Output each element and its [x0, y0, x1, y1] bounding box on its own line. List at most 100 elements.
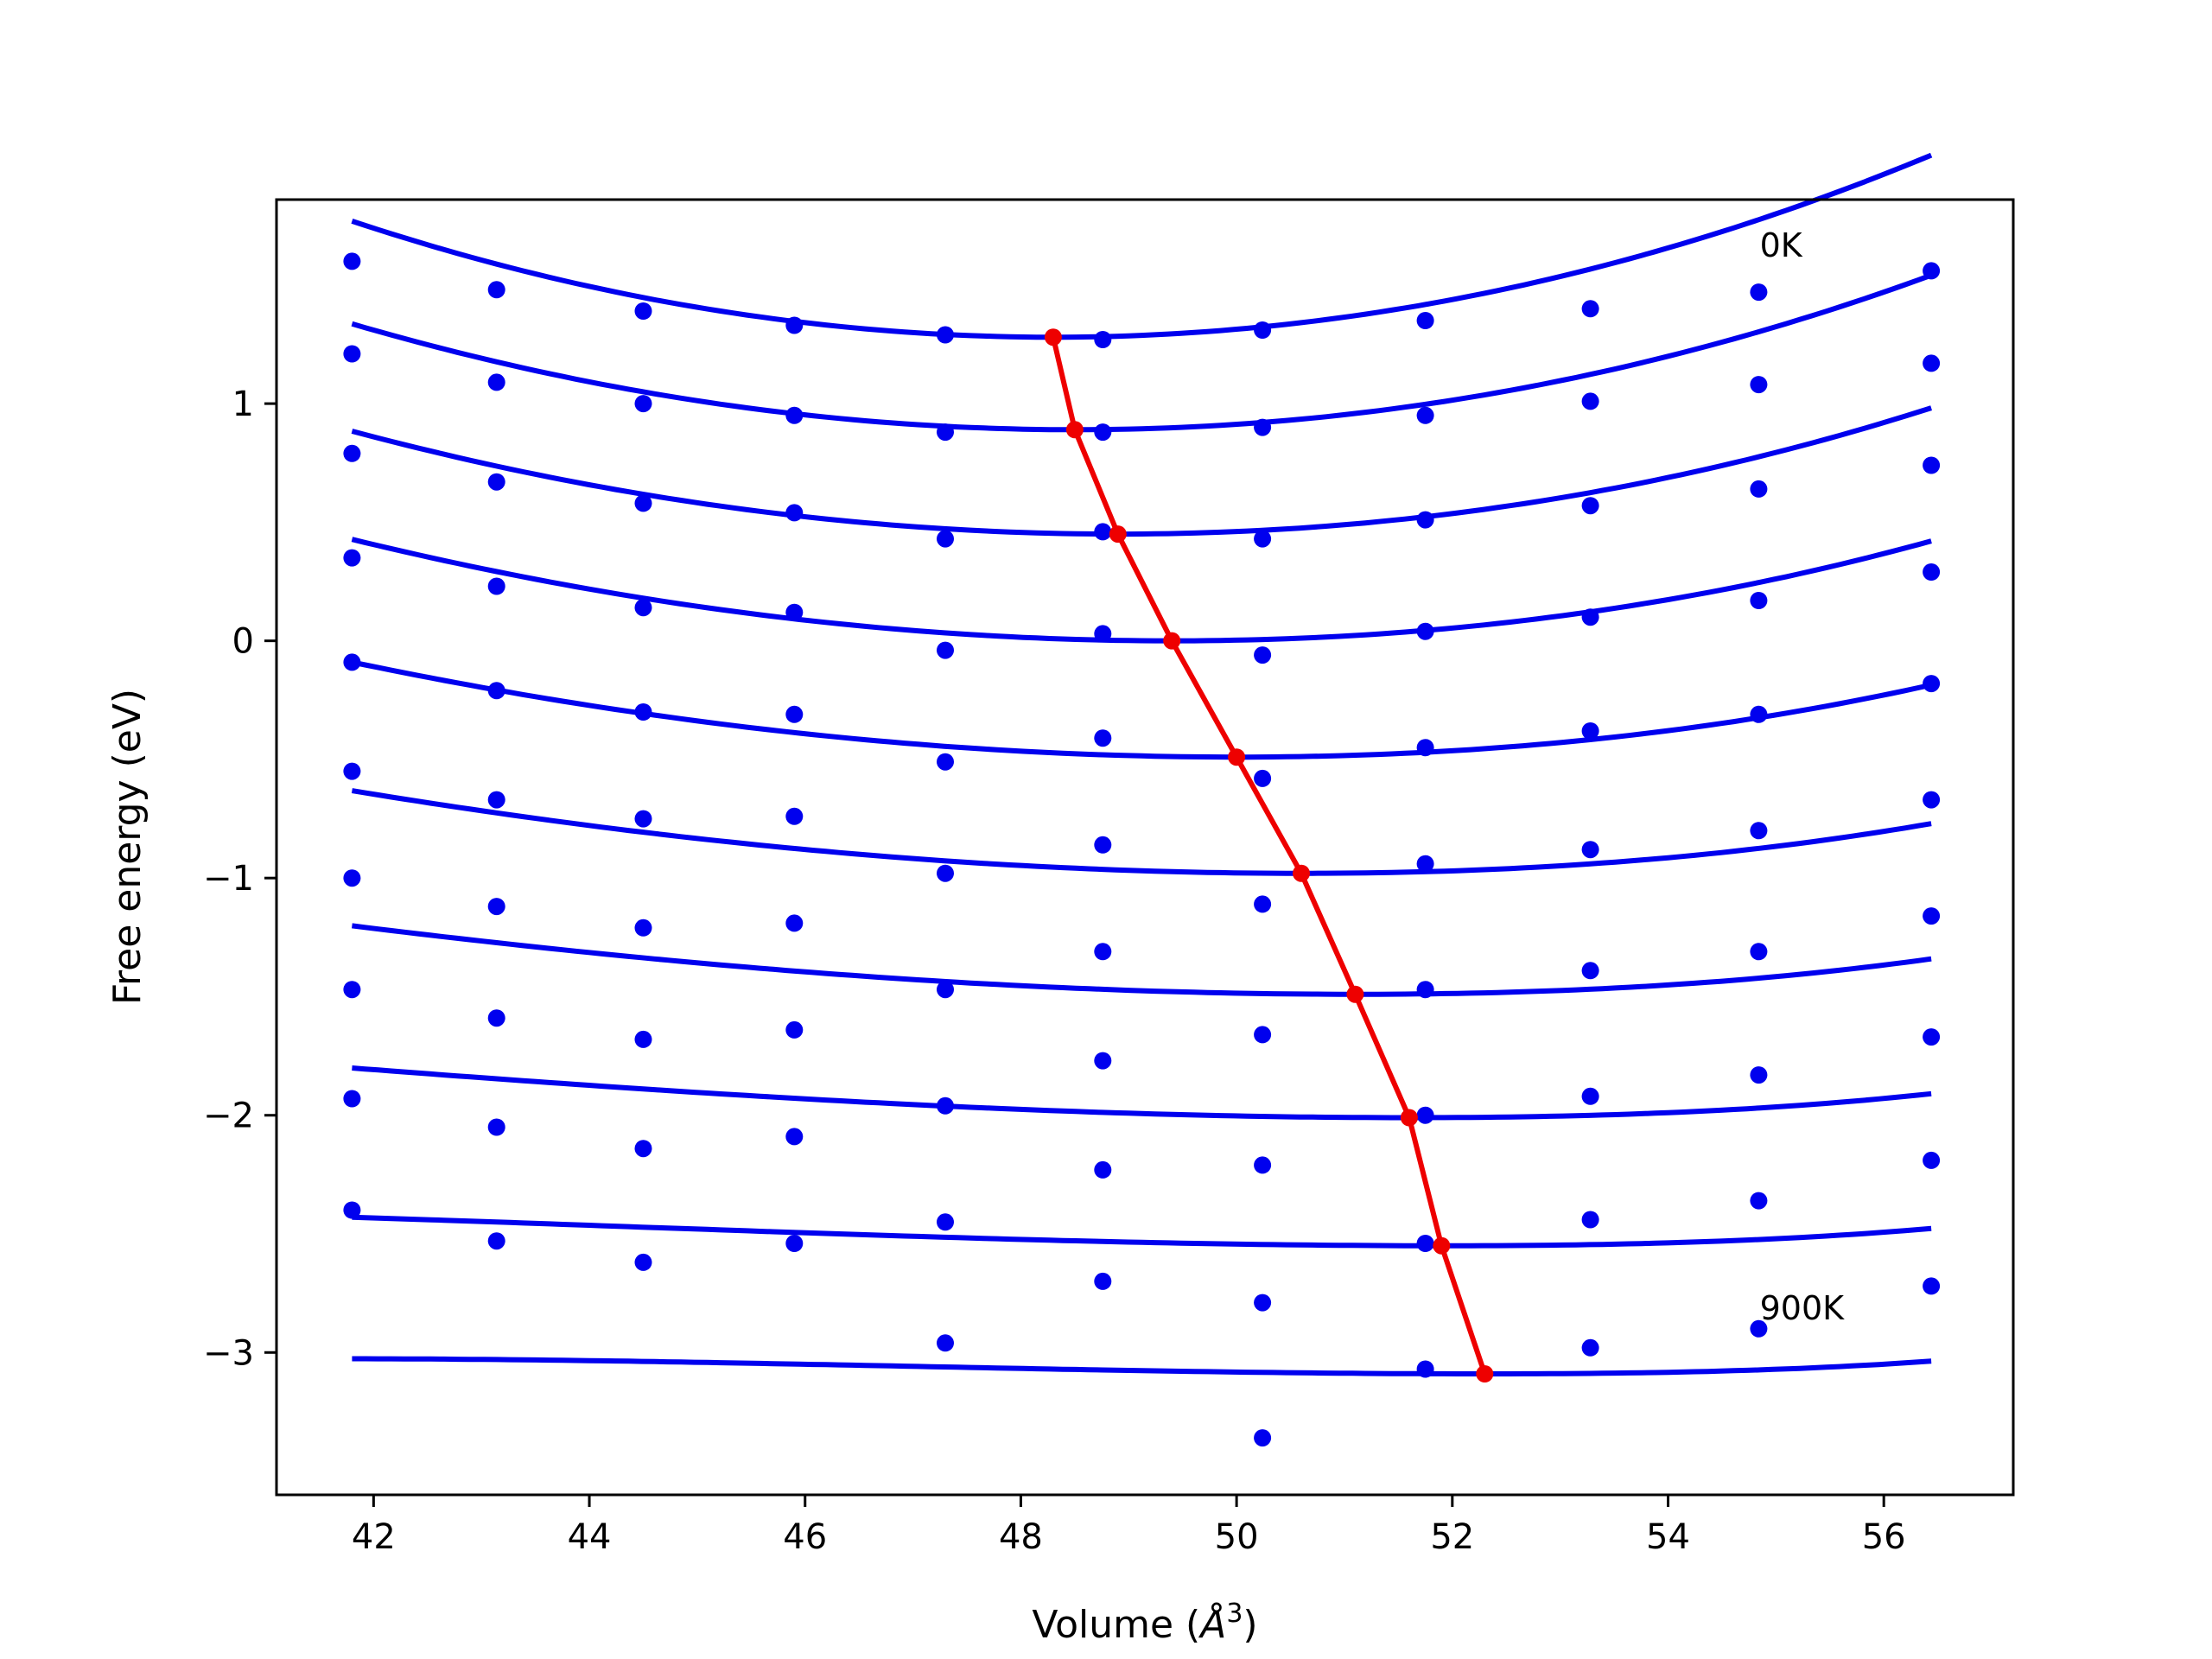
- data-point: [1750, 822, 1768, 840]
- equilibrium-line: [1044, 328, 1494, 1382]
- data-point: [1094, 729, 1112, 747]
- data-point: [1416, 1360, 1434, 1378]
- data-point: [1254, 769, 1272, 787]
- annotations: 0K 900K: [1760, 226, 1846, 1327]
- data-point: [1581, 1087, 1599, 1105]
- equilibrium-point: [1065, 421, 1084, 439]
- data-point: [1094, 943, 1112, 961]
- data-point: [785, 603, 804, 621]
- data-point: [785, 1128, 804, 1146]
- data-point: [343, 1090, 361, 1108]
- data-point: [343, 444, 361, 462]
- x-tick-label: 56: [1862, 1517, 1906, 1557]
- equilibrium-point: [1400, 1109, 1418, 1127]
- data-point: [1416, 312, 1434, 329]
- data-point: [487, 791, 505, 809]
- equilibrium-point: [1163, 632, 1181, 650]
- data-point: [1750, 592, 1768, 609]
- data-point: [1094, 1052, 1112, 1070]
- data-point: [1923, 1028, 1941, 1046]
- x-tick-label: 46: [783, 1517, 827, 1557]
- data-point: [1416, 511, 1434, 529]
- fit-curve-9: [352, 1356, 1932, 1376]
- x-tick-label: 54: [1646, 1517, 1690, 1557]
- data-point: [937, 1096, 954, 1115]
- equilibrium-point: [1044, 328, 1062, 346]
- data-point: [1416, 1106, 1434, 1124]
- data-point: [487, 1232, 505, 1250]
- data-point: [343, 549, 361, 567]
- data-point: [634, 494, 652, 512]
- x-tick-label: 44: [568, 1517, 612, 1557]
- y-axis-title: Free energy (eV): [105, 689, 149, 1005]
- data-point: [634, 810, 652, 828]
- data-point: [1923, 1277, 1941, 1295]
- data-point: [1923, 791, 1941, 809]
- data-point: [1581, 300, 1599, 318]
- data-point: [634, 599, 652, 617]
- data-point: [1750, 480, 1768, 498]
- data-point: [343, 1201, 361, 1219]
- data-points: [343, 252, 1941, 1447]
- fit-curve-3: [351, 537, 1932, 644]
- data-point: [487, 473, 505, 491]
- equilibrium-point: [1476, 1365, 1494, 1382]
- data-point: [785, 504, 804, 522]
- fit-curve-6: [352, 923, 1932, 997]
- data-point: [487, 682, 505, 700]
- data-point: [1416, 855, 1434, 873]
- data-point: [1254, 1429, 1272, 1447]
- data-point: [937, 530, 954, 548]
- data-point: [1750, 943, 1768, 961]
- data-point: [343, 252, 361, 270]
- data-point: [1923, 563, 1941, 581]
- data-point: [1416, 622, 1434, 640]
- x-axis-ticks: 42 44 46 48 50 52 54 56: [352, 1495, 1906, 1557]
- data-point: [1581, 841, 1599, 859]
- data-point: [1254, 418, 1272, 436]
- data-point: [634, 1253, 652, 1271]
- data-point: [343, 869, 361, 887]
- data-point: [785, 914, 804, 932]
- equilibrium-path: [1050, 336, 1488, 1375]
- equilibrium-point: [1228, 748, 1246, 766]
- data-point: [1094, 836, 1112, 854]
- data-point: [1254, 1294, 1272, 1312]
- data-point: [1581, 608, 1599, 626]
- data-point: [785, 1020, 804, 1039]
- data-point: [343, 345, 361, 363]
- x-tick-label: 50: [1215, 1517, 1259, 1557]
- curve-annotation: 0K: [1760, 226, 1803, 264]
- data-point: [343, 762, 361, 780]
- data-point: [1750, 1066, 1768, 1084]
- data-point: [1254, 1026, 1272, 1044]
- data-point: [1750, 705, 1768, 723]
- fit-curve-8: [352, 1214, 1932, 1249]
- data-point: [634, 703, 652, 721]
- data-point: [1923, 1151, 1941, 1169]
- data-point: [937, 981, 954, 999]
- data-point: [1094, 625, 1112, 643]
- fit-curve-1: [351, 272, 1933, 433]
- y-tick-label: −2: [203, 1096, 254, 1136]
- data-point: [1254, 1156, 1272, 1174]
- fit-curve-7: [352, 1065, 1932, 1121]
- x-axis-title: Volume (Å3): [1032, 1599, 1257, 1647]
- data-point: [937, 1334, 954, 1352]
- equilibrium-point: [1109, 525, 1127, 543]
- data-point: [1254, 646, 1272, 664]
- data-point: [343, 653, 361, 671]
- data-point: [1581, 392, 1599, 410]
- fit-curve-2: [351, 405, 1933, 537]
- data-point: [487, 281, 505, 299]
- data-point: [1094, 1160, 1112, 1179]
- fit-curve-4: [351, 659, 1932, 760]
- data-point: [1094, 1272, 1112, 1290]
- data-point: [937, 326, 954, 344]
- plot-frame: [275, 198, 2015, 1497]
- data-point: [1094, 523, 1112, 541]
- data-point: [1923, 354, 1941, 372]
- data-point: [634, 918, 652, 937]
- data-point: [1416, 981, 1434, 999]
